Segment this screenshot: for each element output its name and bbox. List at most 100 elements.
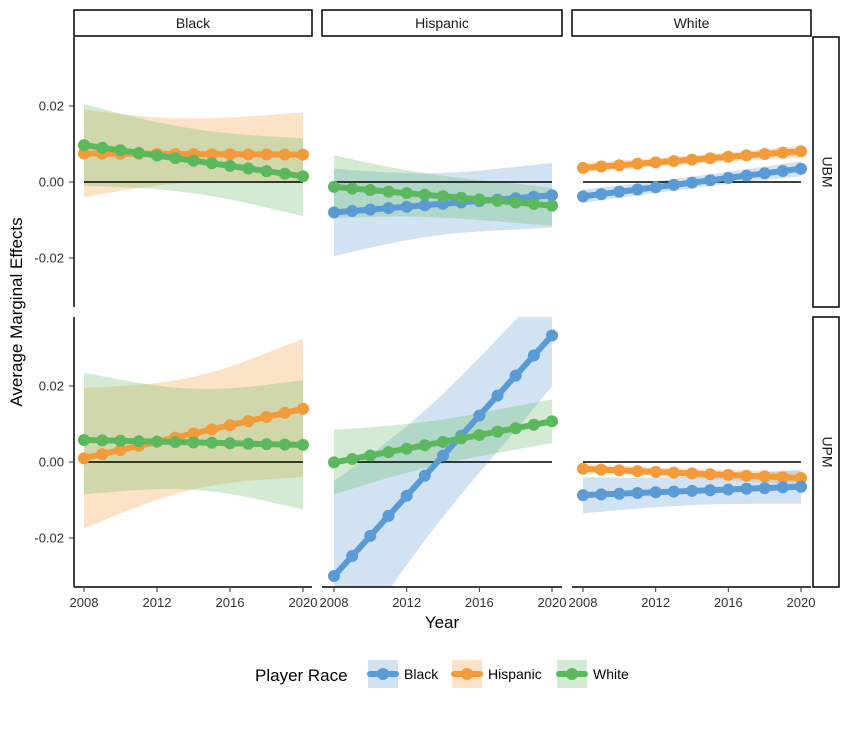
data-point-hispanic-2014 (686, 153, 698, 166)
data-point-white-2013 (169, 436, 182, 448)
data-point-white-2015 (455, 432, 468, 445)
data-point-black-2019 (776, 481, 789, 494)
data-point-white-2014 (187, 154, 200, 167)
data-point-hispanic-2014 (187, 427, 200, 440)
data-point-black-2008 (328, 570, 340, 582)
data-point-hispanic-2011 (631, 465, 644, 478)
legend: Player Race Black Hispanic White (255, 660, 629, 688)
x-tick-label: 2020 (289, 595, 318, 610)
strip-label-hispanic: Hispanic (415, 15, 469, 31)
data-point-black-2009 (346, 205, 359, 217)
panel-upm-black (78, 338, 309, 529)
data-point-black-2018 (509, 369, 522, 382)
facet-strips: Black Hispanic White UBM UPM (73, 9, 840, 588)
panel-ubm-white (577, 145, 807, 203)
data-point-white-2014 (437, 435, 449, 448)
data-point-black-2009 (595, 188, 608, 201)
data-point-black-2019 (527, 349, 540, 362)
data-point-black-2017 (740, 482, 753, 495)
data-point-white-2017 (491, 425, 504, 438)
data-point-black-2016 (722, 171, 735, 184)
data-point-white-2016 (224, 159, 236, 172)
data-point-hispanic-2010 (613, 159, 626, 172)
data-point-hispanic-2008 (78, 452, 90, 465)
data-point-hispanic-2015 (205, 423, 218, 436)
data-point-white-2019 (278, 438, 291, 451)
y-axis-title: Average Marginal Effects (7, 217, 26, 406)
data-point-white-2011 (382, 446, 395, 459)
data-point-hispanic-2020 (297, 402, 309, 415)
data-point-white-2010 (364, 184, 377, 196)
data-point-white-2013 (418, 439, 431, 452)
data-point-white-2010 (114, 144, 127, 157)
legend-entry-hispanic: Hispanic (451, 660, 542, 688)
data-point-hispanic-2009 (595, 160, 608, 173)
data-point-white-2009 (96, 141, 109, 154)
data-point-black-2014 (686, 484, 698, 497)
y-tick-label: 0.02 (39, 379, 64, 394)
data-point-white-2008 (328, 180, 340, 193)
data-point-white-2011 (382, 185, 395, 198)
data-point-black-2012 (400, 200, 413, 213)
panel-ubm-hispanic (328, 155, 558, 257)
data-point-black-2011 (631, 183, 644, 196)
legend-key-point (461, 668, 473, 680)
data-point-hispanic-2016 (722, 468, 735, 481)
data-point-black-2010 (364, 529, 377, 542)
data-point-hispanic-2017 (242, 415, 255, 428)
x-axis-title: Year (425, 613, 460, 632)
data-point-white-2016 (473, 193, 486, 206)
data-point-black-2016 (473, 409, 486, 422)
x-tick-label: 2008 (320, 595, 349, 610)
data-point-hispanic-2019 (776, 146, 789, 159)
legend-entry-white: White (556, 660, 629, 688)
data-point-hispanic-2008 (78, 147, 90, 160)
data-point-white-2019 (278, 167, 291, 180)
data-point-black-2008 (328, 206, 340, 219)
data-point-hispanic-2019 (278, 406, 291, 419)
data-point-white-2012 (400, 442, 413, 455)
y-tick-label: 0.02 (39, 99, 64, 114)
data-point-white-2017 (242, 162, 255, 175)
data-point-hispanic-2008 (577, 462, 589, 475)
data-point-black-2016 (722, 483, 735, 496)
data-point-hispanic-2016 (722, 150, 735, 163)
data-point-black-2012 (649, 486, 662, 499)
data-point-white-2020 (546, 415, 558, 428)
data-point-white-2015 (205, 436, 218, 449)
strip-label-ubm: UBM (819, 156, 835, 187)
strip-ubm (812, 36, 840, 308)
strip-label-black: Black (176, 15, 211, 31)
data-point-white-2009 (96, 434, 109, 447)
data-point-white-2013 (169, 152, 182, 165)
data-point-black-2013 (667, 485, 680, 498)
data-point-white-2018 (260, 438, 273, 451)
data-point-hispanic-2018 (758, 148, 771, 160)
y-tick-label: 0.00 (39, 455, 64, 470)
data-point-white-2012 (400, 187, 413, 200)
legend-entry-black: Black (367, 660, 439, 688)
data-point-black-2010 (613, 185, 626, 198)
panel-upm-white (577, 461, 807, 514)
data-point-black-2018 (758, 167, 771, 180)
data-point-white-2015 (205, 157, 218, 170)
data-point-black-2012 (649, 181, 662, 194)
data-point-white-2018 (509, 422, 522, 435)
x-tick-label: 2016 (216, 595, 245, 610)
legend-label-white: White (593, 666, 629, 682)
data-point-white-2020 (297, 438, 309, 451)
data-point-hispanic-2013 (667, 466, 680, 479)
data-point-white-2019 (527, 418, 540, 431)
data-point-white-2011 (132, 435, 145, 448)
data-point-hispanic-2016 (224, 148, 236, 161)
data-point-white-2018 (260, 165, 273, 178)
data-point-white-2008 (78, 434, 90, 446)
legend-key-point (377, 668, 389, 680)
data-point-white-2016 (224, 437, 236, 450)
data-point-hispanic-2010 (613, 464, 626, 477)
data-point-black-2018 (758, 482, 771, 495)
data-point-white-2013 (418, 188, 431, 201)
data-point-black-2011 (631, 487, 644, 499)
data-point-black-2014 (437, 449, 449, 462)
